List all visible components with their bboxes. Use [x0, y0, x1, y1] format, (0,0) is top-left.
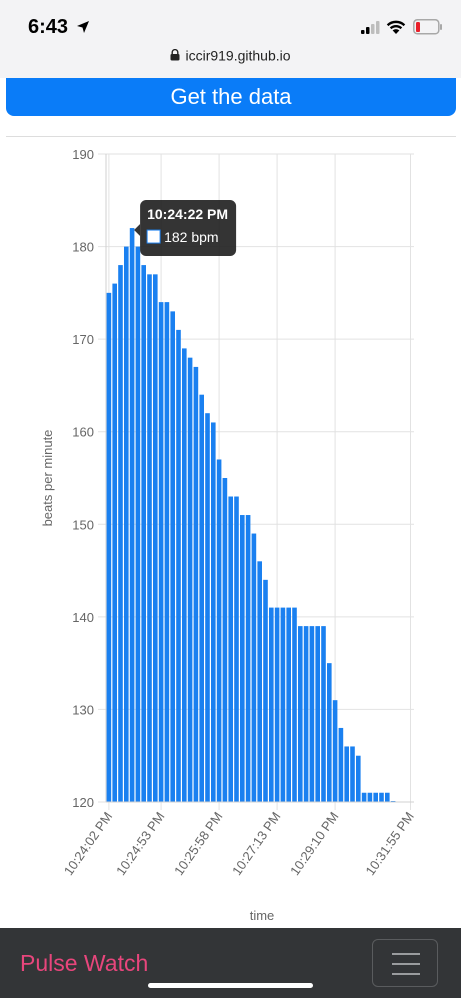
tooltip-swatch	[146, 229, 161, 244]
bar	[309, 626, 315, 802]
hamburger-line	[392, 953, 420, 955]
y-tick-label: 160	[72, 425, 94, 440]
bar	[298, 626, 303, 802]
tooltip-value: 182 bpm	[164, 229, 218, 245]
bar	[147, 274, 152, 802]
bar	[199, 394, 204, 802]
cellular-signal-icon	[361, 21, 380, 34]
bar	[332, 700, 338, 802]
bar	[176, 329, 181, 802]
bar	[292, 607, 297, 802]
y-tick-label: 130	[72, 702, 94, 717]
bar	[263, 579, 268, 802]
x-tick-label: 10:24:02 PM	[61, 809, 116, 878]
bar	[251, 533, 257, 802]
bar	[315, 626, 320, 802]
bar	[274, 607, 280, 802]
bar	[303, 626, 309, 802]
bar	[240, 515, 245, 802]
bar	[385, 792, 390, 802]
bar	[118, 265, 123, 803]
bar	[321, 626, 326, 802]
bar	[373, 792, 378, 802]
bar	[164, 302, 170, 802]
bar	[257, 561, 262, 802]
bar	[344, 746, 349, 802]
bar	[135, 246, 141, 803]
x-tick-label: 10:27:13 PM	[229, 809, 284, 878]
bar	[182, 348, 187, 802]
y-axis-label: beats per minute	[40, 430, 55, 527]
bar	[158, 302, 164, 802]
bar	[228, 496, 233, 802]
y-tick-label: 140	[72, 610, 94, 625]
bar	[356, 755, 361, 802]
x-tick-label: 10:24:53 PM	[113, 809, 168, 878]
tooltip-box	[140, 200, 237, 257]
home-indicator	[148, 983, 313, 988]
bar	[222, 478, 228, 802]
location-arrow-icon	[77, 21, 89, 33]
x-tick-label: 10:29:10 PM	[287, 809, 342, 878]
x-tick-label: 10:31:55 PM	[362, 809, 417, 878]
bar	[286, 607, 291, 802]
x-axis-label: time	[250, 908, 275, 923]
bar	[141, 265, 146, 803]
brand-title[interactable]: Pulse Watch	[20, 950, 149, 976]
bar	[112, 283, 117, 803]
divider	[6, 136, 456, 137]
wifi-icon	[386, 20, 406, 34]
bar	[327, 663, 332, 802]
chart-tooltip: 10:24:22 PM 182 bpm	[134, 200, 237, 257]
bar	[153, 274, 158, 802]
bar	[367, 792, 373, 802]
bar	[379, 792, 384, 802]
y-tick-label: 120	[72, 795, 94, 810]
bar	[129, 228, 135, 803]
bar	[124, 246, 129, 803]
hamburger-menu-button[interactable]	[372, 939, 438, 987]
bar	[211, 422, 216, 802]
chart-bars	[106, 228, 396, 803]
hamburger-line	[392, 963, 420, 965]
lock-icon	[170, 49, 180, 61]
bar	[205, 413, 210, 802]
status-bar: 6:43 iccir919.github.io	[0, 0, 461, 78]
bar	[338, 727, 344, 802]
bar	[170, 311, 175, 802]
bar	[193, 366, 199, 802]
bar	[280, 607, 286, 802]
address-bar[interactable]: iccir919.github.io	[0, 46, 461, 74]
bar	[245, 515, 251, 802]
tooltip-title: 10:24:22 PM	[147, 206, 228, 222]
x-tick-label: 10:25:58 PM	[171, 809, 226, 878]
bar	[234, 496, 239, 802]
bar	[269, 607, 274, 802]
clock: 6:43	[28, 16, 69, 38]
url-text: iccir919.github.io	[185, 47, 291, 64]
bar	[187, 357, 193, 802]
bar	[350, 746, 355, 802]
y-tick-label: 190	[72, 147, 94, 162]
y-tick-label: 170	[72, 332, 94, 347]
get-the-data-button[interactable]: Get the data	[6, 78, 456, 116]
tooltip-caret	[134, 224, 141, 237]
bar	[361, 792, 367, 802]
bar	[216, 459, 222, 802]
battery-low-icon	[413, 19, 442, 35]
hamburger-line	[392, 973, 420, 975]
y-tick-label: 180	[72, 240, 94, 255]
bar	[106, 292, 112, 802]
y-tick-label: 150	[72, 517, 94, 532]
